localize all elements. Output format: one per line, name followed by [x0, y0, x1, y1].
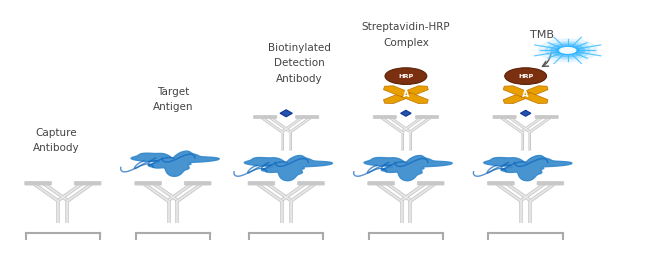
FancyBboxPatch shape	[296, 115, 318, 119]
FancyBboxPatch shape	[135, 181, 162, 185]
Text: Target: Target	[157, 87, 189, 96]
Polygon shape	[401, 93, 428, 103]
Polygon shape	[503, 93, 530, 103]
Text: Antibody: Antibody	[276, 74, 322, 84]
FancyBboxPatch shape	[537, 181, 564, 185]
Polygon shape	[384, 86, 411, 97]
Text: Detection: Detection	[274, 58, 324, 68]
FancyBboxPatch shape	[184, 181, 211, 185]
Circle shape	[505, 68, 547, 84]
FancyBboxPatch shape	[298, 181, 324, 185]
FancyBboxPatch shape	[417, 181, 444, 185]
FancyBboxPatch shape	[254, 115, 277, 119]
Circle shape	[385, 68, 427, 84]
Circle shape	[538, 38, 598, 62]
Circle shape	[559, 47, 577, 54]
Polygon shape	[521, 86, 548, 97]
Text: Complex: Complex	[383, 38, 429, 48]
Text: Antigen: Antigen	[153, 102, 193, 112]
Text: Biotinylated: Biotinylated	[268, 43, 331, 53]
Text: HRP: HRP	[518, 74, 533, 79]
FancyBboxPatch shape	[368, 181, 395, 185]
Polygon shape	[280, 110, 292, 117]
Circle shape	[545, 41, 591, 60]
Text: Capture: Capture	[36, 128, 77, 138]
FancyBboxPatch shape	[535, 115, 558, 119]
Circle shape	[556, 46, 580, 55]
Text: A: A	[403, 90, 409, 99]
FancyBboxPatch shape	[373, 115, 396, 119]
Polygon shape	[503, 86, 530, 97]
Polygon shape	[131, 151, 219, 176]
FancyBboxPatch shape	[74, 181, 101, 185]
Polygon shape	[401, 86, 428, 97]
FancyBboxPatch shape	[25, 181, 51, 185]
Text: A: A	[523, 90, 529, 99]
Polygon shape	[521, 110, 531, 116]
Text: Antibody: Antibody	[33, 143, 80, 153]
FancyBboxPatch shape	[415, 115, 439, 119]
Text: HRP: HRP	[398, 74, 413, 79]
Polygon shape	[400, 110, 411, 116]
FancyBboxPatch shape	[488, 181, 514, 185]
Text: Streptavidin-HRP: Streptavidin-HRP	[361, 22, 450, 32]
FancyBboxPatch shape	[493, 115, 516, 119]
Polygon shape	[384, 93, 411, 103]
Polygon shape	[521, 93, 548, 103]
FancyBboxPatch shape	[248, 181, 275, 185]
Polygon shape	[244, 155, 332, 181]
Circle shape	[550, 43, 585, 57]
Polygon shape	[364, 155, 452, 181]
Polygon shape	[484, 155, 572, 181]
Text: TMB: TMB	[530, 30, 554, 40]
